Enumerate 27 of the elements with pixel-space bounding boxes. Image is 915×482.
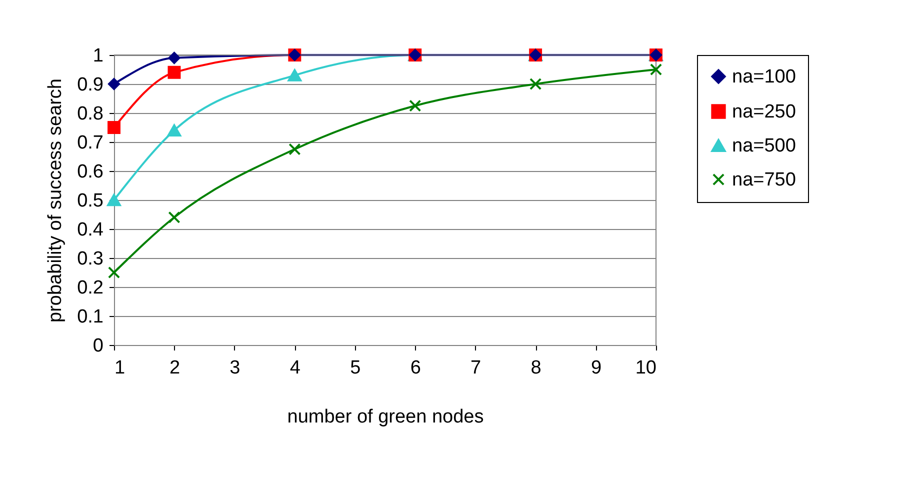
y-tick-label: 0.3 xyxy=(77,248,104,270)
legend-label: na=100 xyxy=(732,66,796,88)
x-tick-label: 3 xyxy=(230,358,240,378)
legend-label: na=500 xyxy=(732,136,796,156)
y-tick-label: 0 xyxy=(92,336,104,356)
x-tick-label: 7 xyxy=(470,358,482,378)
y-tick-label: 0.6 xyxy=(77,162,104,182)
x-tick-label: 8 xyxy=(530,358,542,378)
x-tick-label: 4 xyxy=(290,358,301,378)
y-tick-label: 0.4 xyxy=(77,220,104,240)
x-axis-title: number of green nodes xyxy=(287,406,484,428)
x-tick-label: 1 xyxy=(114,358,126,378)
x-tick-label: 9 xyxy=(590,358,602,378)
y-tick-label: 0.2 xyxy=(77,278,104,298)
legend-label: na=750 xyxy=(732,170,796,190)
x-tick-label: 10 xyxy=(635,358,656,378)
y-tick-label: 0.9 xyxy=(77,74,104,96)
x-tick-label: 5 xyxy=(350,358,361,378)
y-tick-label: 1 xyxy=(92,46,104,66)
x-tick-label: 2 xyxy=(169,358,180,378)
y-tick-label: 0.8 xyxy=(77,104,104,124)
y-tick-label: 0.1 xyxy=(77,306,104,328)
y-tick-label: 0.7 xyxy=(77,132,104,154)
y-tick-label: 0.5 xyxy=(77,190,104,212)
legend-label: na=250 xyxy=(732,102,796,122)
y-axis-title: probability of success search xyxy=(45,78,66,322)
x-tick-label: 6 xyxy=(410,358,421,378)
